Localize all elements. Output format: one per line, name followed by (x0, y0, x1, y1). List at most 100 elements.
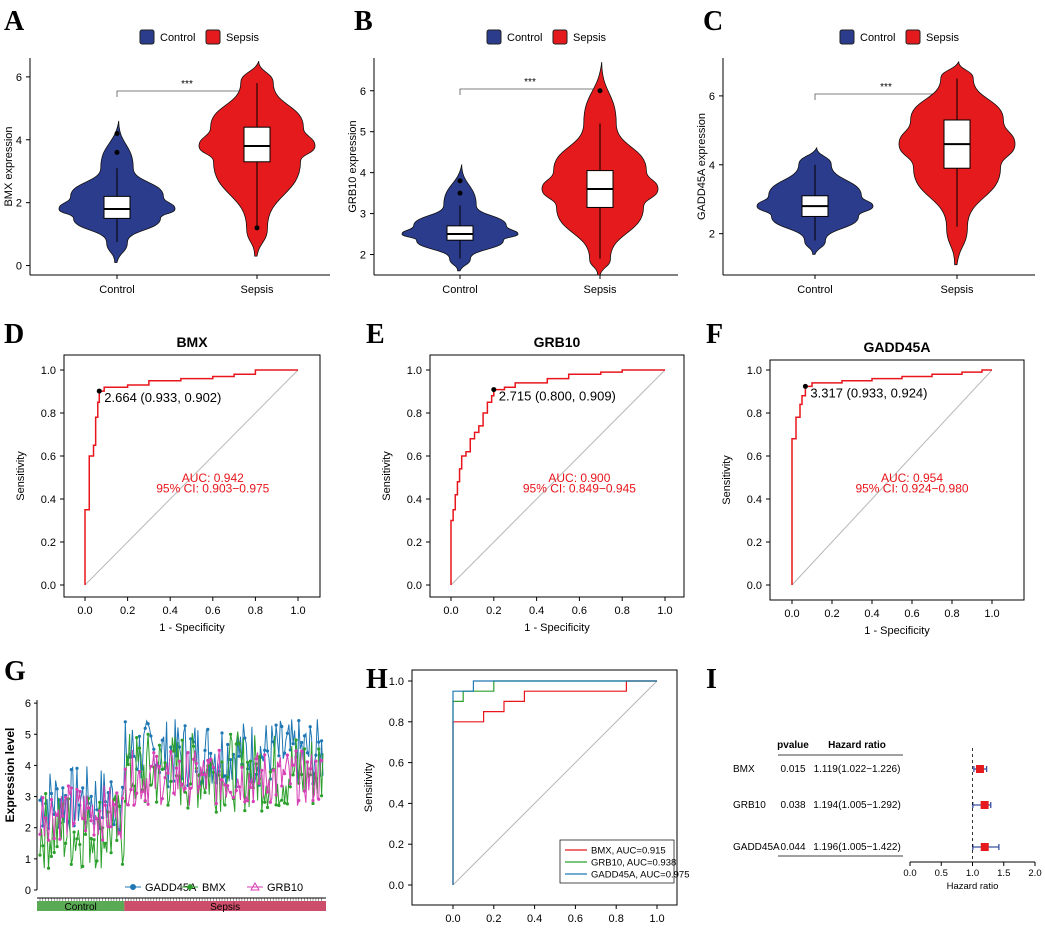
expr-point (44, 792, 48, 796)
expr-point (83, 829, 88, 833)
panel-label-D: D (4, 319, 24, 350)
expr-point (120, 796, 125, 800)
expr-point (240, 765, 244, 770)
x-tick-label: 1.0 (657, 605, 672, 617)
panel-label-I: I (706, 664, 717, 695)
roc-gadd45a-frame (769, 359, 1025, 601)
y-tick-label: 3 (25, 792, 31, 804)
expr-point (89, 819, 93, 823)
expr-point (234, 742, 238, 746)
expr-point (44, 816, 48, 820)
legend-label: BMX, AUC=0.915 (591, 846, 666, 857)
y-tick-label: 0.2 (407, 537, 422, 549)
expr-point (217, 748, 221, 752)
expr-point (237, 754, 241, 758)
legend-label: GADD45A, AUC=0.975 (591, 870, 689, 881)
expr-point (265, 805, 270, 810)
x-tick-label: 0.6 (904, 608, 919, 620)
expr-point (254, 757, 258, 761)
roc-title: BMX (176, 334, 208, 350)
expr-point (186, 751, 190, 755)
expr-point (243, 800, 247, 804)
expr-point (152, 747, 156, 751)
expr-point (300, 749, 304, 753)
cutoff-label: 3.317 (0.933, 0.924) (810, 385, 927, 400)
expr-point (183, 724, 187, 728)
expr-point (115, 838, 119, 843)
expr-point (169, 779, 173, 784)
y-tick-label: 0.8 (747, 408, 762, 420)
expr-point (294, 749, 298, 753)
expr-point (132, 803, 136, 807)
expr-point (101, 838, 105, 842)
expr-point (123, 767, 127, 771)
expr-point (46, 866, 51, 870)
expr-point (92, 833, 96, 837)
x-tick-label: 0.8 (248, 605, 263, 617)
expr-point (211, 765, 216, 770)
expr-point (163, 776, 167, 780)
expr-point (189, 737, 193, 741)
expr-point (41, 796, 45, 800)
legend-marker (186, 883, 194, 891)
expr-point (81, 864, 85, 869)
expr-point (203, 772, 207, 777)
expr-point (308, 767, 312, 771)
expr-point (297, 719, 301, 723)
expr-point (155, 754, 159, 759)
panel-label-A: A (4, 6, 25, 37)
expr-point (81, 817, 85, 821)
expr-point (69, 768, 73, 772)
y-tick-label: 0.4 (41, 494, 56, 506)
legend-label: GRB10, AUC=0.938 (591, 858, 676, 869)
expr-point (160, 738, 164, 742)
expr-point (243, 736, 247, 740)
expr-point (120, 862, 125, 866)
expr-point (263, 748, 267, 752)
x-tick-label: 0.5 (935, 868, 948, 879)
expr-point (95, 808, 99, 812)
expr-point (268, 770, 272, 774)
expr-point (172, 791, 176, 795)
expr-point (89, 836, 93, 841)
expr-point (98, 800, 102, 805)
x-tick-label: 0.8 (944, 608, 959, 620)
y-tick-label: 6 (25, 698, 31, 710)
expr-point (49, 854, 54, 859)
x-tick-label: 1.0 (290, 605, 305, 617)
forest-point (980, 801, 989, 809)
expr-point (112, 803, 116, 807)
expr-point (317, 747, 321, 751)
expr-point (103, 803, 107, 807)
expr-point (183, 786, 187, 791)
forest-pvalue: 0.038 (780, 800, 805, 811)
ci-label: 95% CI: 0.924−0.980 (855, 482, 968, 496)
roc-grb10-y-label: Sensitivity (381, 451, 393, 501)
roc-curve (84, 369, 298, 585)
legend-label-sepsis: Sepsis (226, 32, 260, 44)
expr-point (223, 803, 227, 807)
expr-point (257, 781, 261, 785)
y-tick-label: 1.0 (407, 365, 422, 377)
expr-point (109, 851, 113, 855)
roc-curve (791, 369, 992, 585)
expr-point (186, 806, 190, 810)
legend-marker (130, 884, 136, 890)
expr-point (101, 816, 105, 820)
expr-point (155, 800, 159, 804)
expr-point (223, 774, 227, 778)
expr-point (46, 838, 51, 842)
y-tick-label: 2 (16, 198, 22, 210)
expr-point (140, 790, 144, 794)
combined-roc-y-label: Sensitivity (363, 762, 375, 812)
y-tick-label: 0.2 (389, 839, 404, 851)
expr-point (320, 794, 324, 798)
group-label-control: Control (65, 902, 97, 913)
expr-point (189, 786, 193, 790)
expr-point (206, 727, 210, 732)
expr-point (226, 784, 230, 788)
expr-point (189, 782, 193, 786)
x-tick-label: 0.2 (824, 608, 839, 620)
x-tick-label: 0.0 (77, 605, 92, 617)
forest-hr-text: 1.194(1.005−1.292) (813, 800, 901, 811)
